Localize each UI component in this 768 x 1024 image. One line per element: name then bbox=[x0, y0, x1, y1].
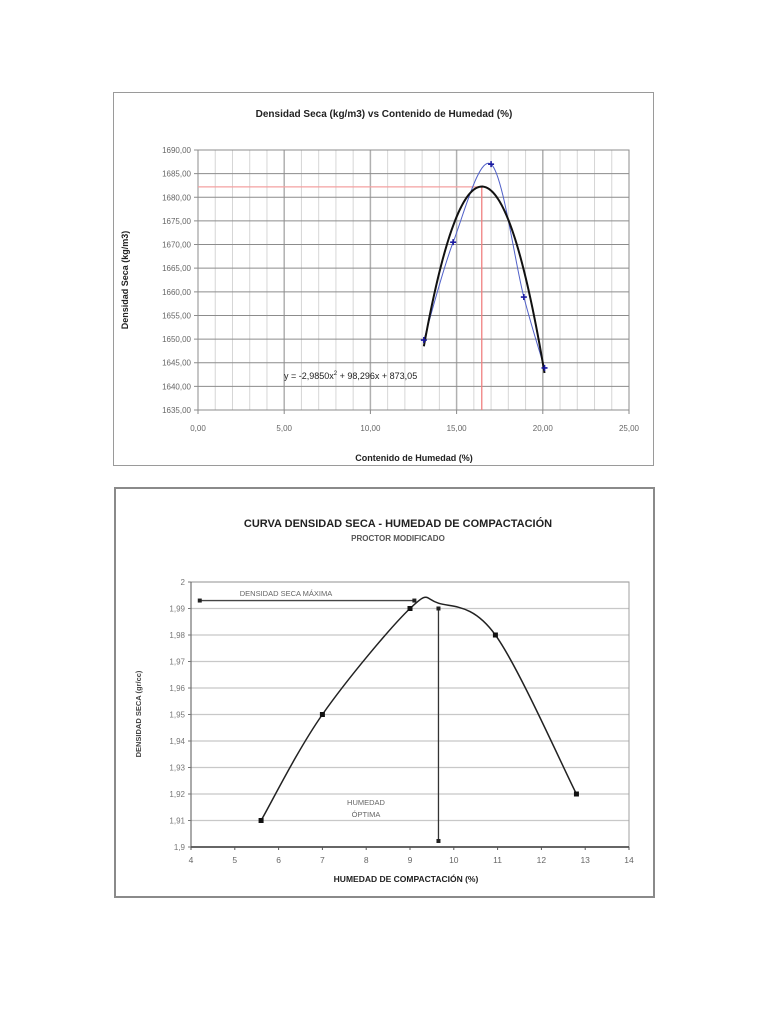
chart2-title: CURVA DENSIDAD SECA - HUMEDAD DE COMPACT… bbox=[244, 517, 552, 530]
chart1-y-tick: 1640,00 bbox=[162, 382, 191, 391]
chart2-data-point bbox=[492, 632, 498, 638]
chart1-y-tick: 1635,00 bbox=[162, 406, 191, 415]
chart2-x-tick: 9 bbox=[408, 855, 413, 865]
chart1-x-tick: 25,00 bbox=[619, 424, 640, 433]
chart1-y-tick: 1670,00 bbox=[162, 241, 191, 250]
chart1-minor-vgrid bbox=[214, 150, 613, 410]
chart1-x-tick: 5,00 bbox=[276, 424, 292, 433]
chart2-arrow-head-left bbox=[197, 598, 202, 603]
chart2-y-tick: 1,99 bbox=[169, 605, 185, 614]
chart1-data-point bbox=[420, 337, 427, 344]
chart2-x-tick: 8 bbox=[364, 855, 369, 865]
chart2-arrow-head-bottom bbox=[436, 839, 441, 843]
chart1-data-point bbox=[541, 364, 548, 371]
chart1-trendline bbox=[422, 185, 546, 374]
chart2-data-point bbox=[573, 791, 579, 797]
chart2-y-axis-label: DENSIDAD SECA (gr/cc) bbox=[134, 670, 143, 757]
chart2-arrow-head-top bbox=[436, 606, 441, 611]
chart1-y-tick: 1680,00 bbox=[162, 193, 191, 202]
chart1-x-tick: 10,00 bbox=[360, 424, 381, 433]
chart1-data-point bbox=[450, 239, 457, 246]
chart1-x-tick: 15,00 bbox=[447, 424, 468, 433]
chart2-x-tick: 4 bbox=[189, 855, 194, 865]
chart1-trend-equation: y = -2,9850x2 + 98,296x + 873,05 bbox=[284, 371, 417, 381]
chart1-x-axis-label: Contenido de Humedad (%) bbox=[355, 453, 473, 463]
chart2-y-tick: 2 bbox=[181, 578, 186, 587]
chart-proctor-compaction-curve: CURVA DENSIDAD SECA - HUMEDAD DE COMPACT… bbox=[114, 487, 655, 898]
chart2-arrow-head-right bbox=[412, 598, 417, 603]
chart2-x-tick: 14 bbox=[624, 855, 634, 865]
chart1-data-point bbox=[520, 294, 527, 301]
chart2-y-tick-labels: 1,9 1,91 1,92 1,93 1,94 1,95 1,96 1,97 1,98 1,99 2 bbox=[169, 578, 191, 852]
chart2-y-tick: 1,9 bbox=[174, 843, 186, 852]
chart1-y-tick-labels: 1635,00 1640,00 1645,00 1650,00 1655,00 1660,… bbox=[162, 146, 191, 415]
chart1-x-tick: 0,00 bbox=[190, 424, 206, 433]
chart2-x-tick: 10 bbox=[449, 855, 459, 865]
chart1-y-tick: 1660,00 bbox=[162, 288, 191, 297]
chart1-y-tick: 1685,00 bbox=[162, 170, 191, 179]
chart2-data-point bbox=[407, 606, 413, 611]
chart1-x-tick: 20,00 bbox=[533, 424, 554, 433]
chart2-compaction-curve bbox=[260, 596, 578, 821]
chart2-subtitle: PROCTOR MODIFICADO bbox=[351, 534, 445, 543]
chart2-data-point bbox=[319, 712, 325, 717]
chart2-y-tick: 1,97 bbox=[169, 658, 185, 667]
chart1-svg: Densidad Seca (kg/m3) vs Contenido de Hu… bbox=[120, 109, 640, 463]
chart2-optimum-label-line2: ÓPTIMA bbox=[352, 810, 381, 819]
chart1-y-tick: 1665,00 bbox=[162, 264, 191, 273]
chart1-y-tick: 1675,00 bbox=[162, 217, 191, 226]
chart1-title: Densidad Seca (kg/m3) vs Contenido de Hu… bbox=[256, 109, 513, 120]
chart2-svg: CURVA DENSIDAD SECA - HUMEDAD DE COMPACT… bbox=[134, 517, 634, 884]
chart2-y-tick: 1,92 bbox=[169, 790, 185, 799]
chart2-x-tick: 13 bbox=[580, 855, 590, 865]
chart2-y-tick: 1,94 bbox=[169, 737, 185, 746]
chart2-y-tick: 1,96 bbox=[169, 684, 185, 693]
chart2-x-tick: 12 bbox=[537, 855, 547, 865]
chart2-x-tick-labels: 4 5 6 7 8 9 10 11 12 13 14 bbox=[189, 847, 634, 865]
chart1-plot-border bbox=[197, 149, 630, 411]
chart2-x-axis-label: HUMEDAD DE COMPACTACIÓN (%) bbox=[334, 873, 479, 884]
chart2-optimum-label-line1: HUMEDAD bbox=[347, 798, 386, 807]
chart2-max-density-label: DENSIDAD SECA MÁXIMA bbox=[240, 589, 333, 598]
chart1-y-tick: 1690,00 bbox=[162, 146, 191, 155]
chart1-x-tick-labels: 0,00 5,00 10,00 15,00 20,00 25,00 bbox=[190, 410, 640, 433]
chart2-hgrid bbox=[191, 581, 629, 822]
chart2-y-tick: 1,93 bbox=[169, 764, 185, 773]
chart2-data-point bbox=[258, 818, 264, 823]
chart2-x-tick: 6 bbox=[276, 855, 281, 865]
chart2-data-markers bbox=[258, 606, 579, 823]
chart2-y-tick: 1,98 bbox=[169, 631, 185, 640]
chart1-y-tick: 1645,00 bbox=[162, 359, 191, 368]
chart1-data-markers bbox=[420, 161, 548, 371]
chart2-x-tick: 7 bbox=[320, 855, 325, 865]
chart2-y-tick: 1,91 bbox=[169, 817, 185, 826]
chart1-y-tick: 1655,00 bbox=[162, 311, 191, 320]
chart1-y-axis-label: Densidad Seca (kg/m3) bbox=[120, 231, 130, 330]
chart1-data-point bbox=[488, 161, 495, 168]
chart2-x-tick: 5 bbox=[232, 855, 237, 865]
chart2-x-tick: 11 bbox=[493, 855, 502, 865]
chart2-y-tick: 1,95 bbox=[169, 711, 185, 720]
chart1-y-tick: 1650,00 bbox=[162, 335, 191, 344]
chart-density-vs-moisture: Densidad Seca (kg/m3) vs Contenido de Hu… bbox=[113, 92, 654, 466]
